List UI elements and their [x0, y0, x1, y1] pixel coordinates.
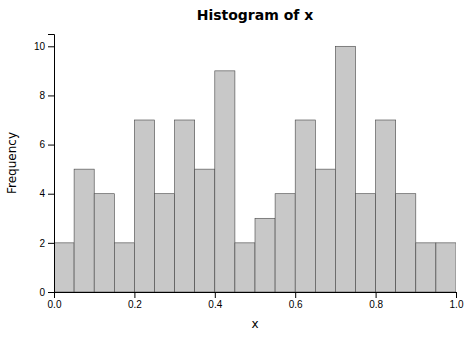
bars [54, 46, 456, 292]
y-axis-line [48, 35, 55, 293]
chart-container: 0.0 0.2 0.4 0.6 0.8 1.0 0 2 4 6 8 10 Histogram of x x… [0, 0, 474, 338]
x-axis: 0.0 0.2 0.4 0.6 0.8 1.0 [48, 292, 464, 310]
histogram-bar [436, 243, 456, 292]
plot-area: 0.0 0.2 0.4 0.6 0.8 1.0 0 2 4 6 8 10 [34, 35, 464, 311]
histogram-bar [235, 243, 255, 292]
histogram-bar [54, 243, 74, 292]
y-tick-label: 8 [39, 90, 45, 101]
y-tick: 0 [39, 287, 54, 298]
histogram-bar [74, 169, 94, 292]
y-tick-label: 0 [39, 287, 45, 298]
histogram-bar [335, 46, 355, 292]
histogram-bar [255, 218, 275, 292]
histogram-bar [376, 120, 396, 292]
x-tick-mark [215, 292, 216, 298]
y-tick: 8 [39, 90, 54, 101]
histogram-bar [416, 243, 436, 292]
histogram-bar [155, 194, 175, 292]
x-tick: 0.4 [208, 292, 222, 310]
x-tick: 0.6 [289, 292, 303, 310]
x-tick-mark [376, 292, 377, 298]
histogram-bar [275, 194, 295, 292]
histogram-bar [134, 120, 154, 292]
x-tick-mark [134, 292, 135, 298]
y-tick-label: 4 [39, 188, 45, 199]
chart-title: Histogram of x [197, 7, 314, 23]
histogram-bar [175, 120, 195, 292]
x-axis-title: x [251, 317, 258, 331]
x-tick-label: 0.4 [208, 299, 222, 310]
y-tick-label: 10 [34, 41, 46, 52]
y-tick-mark [48, 292, 54, 293]
y-tick-label: 6 [39, 139, 45, 150]
histogram-bar [195, 169, 215, 292]
y-tick: 2 [39, 238, 54, 249]
y-tick-mark [48, 194, 54, 195]
x-tick-label: 0.8 [369, 299, 383, 310]
x-tick: 1.0 [450, 292, 464, 310]
x-tick: 0.2 [128, 292, 142, 310]
y-tick-mark [48, 145, 54, 146]
histogram-bar [94, 194, 114, 292]
x-tick: 0.8 [369, 292, 383, 310]
x-axis-line [55, 293, 457, 299]
histogram-bar [295, 120, 315, 292]
y-tick: 4 [39, 188, 54, 199]
x-tick: 0.0 [48, 292, 62, 310]
x-tick-label: 0.0 [48, 299, 62, 310]
x-tick-label: 0.2 [128, 299, 142, 310]
x-tick-mark [295, 292, 296, 298]
y-tick-label: 2 [39, 238, 45, 249]
x-tick-mark [456, 292, 457, 298]
histogram-bar [356, 194, 376, 292]
y-tick-mark [48, 46, 54, 47]
histogram-bar [396, 194, 416, 292]
y-tick: 6 [39, 139, 54, 150]
y-tick: 10 [34, 41, 54, 52]
y-tick-mark [48, 95, 54, 96]
y-axis: 0 2 4 6 8 10 [34, 35, 55, 298]
histogram-bar [315, 169, 335, 292]
y-axis-title: Frequency [5, 132, 19, 194]
y-tick-mark [48, 243, 54, 244]
chart-svg: 0.0 0.2 0.4 0.6 0.8 1.0 0 2 4 6 8 10 Histogram of x x… [0, 0, 474, 338]
x-tick-label: 1.0 [450, 299, 464, 310]
x-tick-label: 0.6 [289, 299, 303, 310]
histogram-bar [114, 243, 134, 292]
histogram-bar [215, 71, 235, 292]
